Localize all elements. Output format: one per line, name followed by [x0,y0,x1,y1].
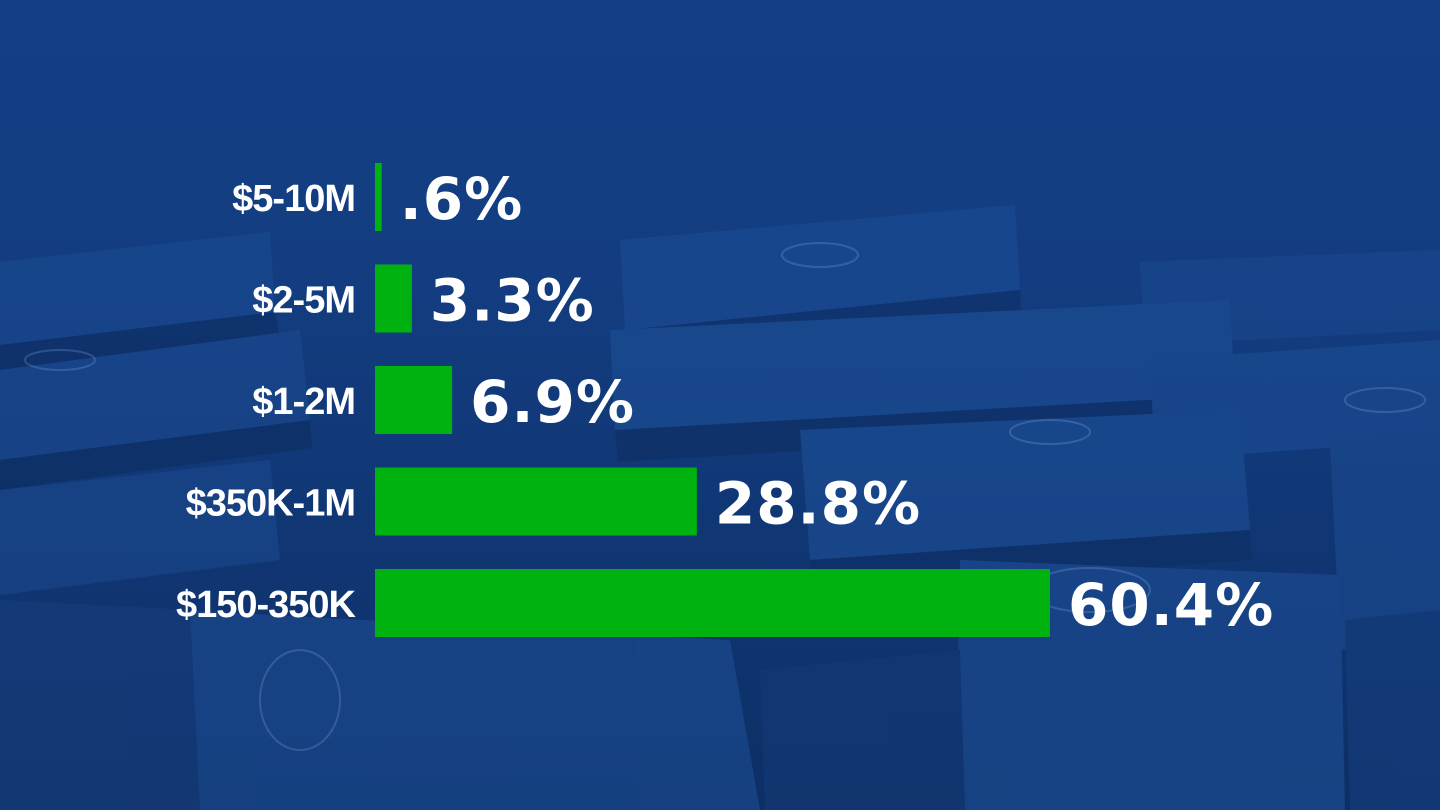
value-label-1: 3.3% [430,267,595,335]
bars-layer [375,163,1050,637]
category-labels: $5-10M $2-5M $1-2M $350K-1M $150-350K [176,178,358,626]
bar-2 [375,366,453,434]
value-label-0: .6% [400,165,524,233]
category-label-0: $5-10M [232,178,355,220]
category-label-2: $1-2M [252,381,355,423]
value-label-2: 6.9% [470,368,635,436]
value-label-4: 60.4% [1068,571,1274,639]
value-labels: .6% 3.3% 6.9% 28.8% 60.4% [400,165,1274,639]
bar-4 [375,569,1050,637]
value-label-3: 28.8% [715,470,921,538]
bar-3 [375,467,697,536]
category-label-3: $350K-1M [186,483,355,525]
category-label-1: $2-5M [252,280,355,322]
bar-1 [375,264,412,333]
category-label-4: $150-350K [176,584,357,626]
bar-0 [375,163,382,231]
